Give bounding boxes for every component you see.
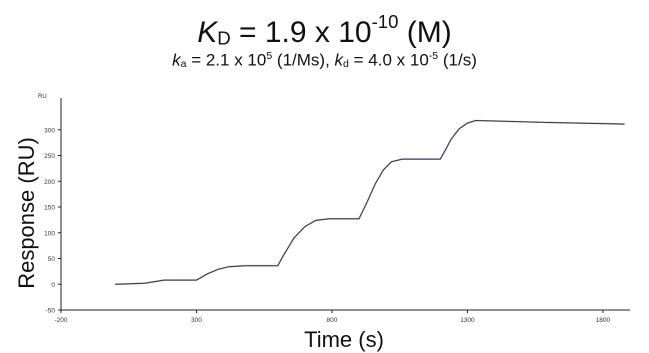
y-tick-label: -50 (46, 308, 56, 315)
kdiss-unit: (1/s) (438, 50, 477, 70)
y-tick-label: 100 (44, 230, 55, 237)
x-tick-label: 800 (327, 317, 338, 324)
y-tick-label: 0 (51, 282, 55, 289)
axes (60, 98, 630, 311)
x-tick-label: -200 (54, 317, 67, 324)
chart-subtitle: ka = 2.1 x 105 (1/Ms), kd = 4.0 x 10-5 (… (0, 45, 649, 75)
ka-subscript: a (180, 57, 187, 70)
ka-exponent: 5 (266, 50, 273, 62)
kdiss-symbol: k (334, 50, 344, 70)
kdiss-exponent: -5 (428, 50, 439, 62)
ka-equals-text: = 2.1 x 10 (186, 50, 267, 70)
y-tick-label: 200 (44, 179, 55, 186)
kd-exponent: -10 (371, 11, 399, 32)
y-unit-label: RU (38, 94, 47, 100)
kd-unit: (M) (398, 15, 452, 49)
x-axis-label: Time (s) (304, 327, 384, 352)
kdiss-equals-text: = 4.0 x 10 (348, 50, 429, 70)
response-fit-line (115, 119, 625, 285)
kd-symbol: K (197, 15, 218, 49)
y-axis-label: Response (RU) (14, 137, 39, 289)
chart-title: KD = 1.9 x 10-10 (M) (0, 4, 649, 57)
x-tick-label: 1800 (596, 317, 611, 324)
ka-symbol: k (172, 50, 181, 70)
x-tick-label: 300 (191, 317, 202, 324)
kdiss-subscript: d (343, 57, 349, 70)
plot-area (115, 119, 625, 286)
response-data-line (115, 119, 625, 286)
x-tick-label: 1300 (460, 317, 475, 324)
ka-unit: (1/Ms), (272, 50, 335, 70)
kd-equals-text: = 1.9 x 10 (230, 15, 372, 49)
y-tick-label: 300 (44, 127, 55, 134)
ticks: -50 0 50 100 150 200 250 300 -200 300 800 1300 1800 (44, 127, 610, 324)
y-tick-label: 250 (44, 153, 55, 160)
kd-subscript: D (217, 27, 231, 49)
y-tick-label: 150 (44, 205, 55, 212)
y-tick-label: 50 (48, 256, 56, 263)
